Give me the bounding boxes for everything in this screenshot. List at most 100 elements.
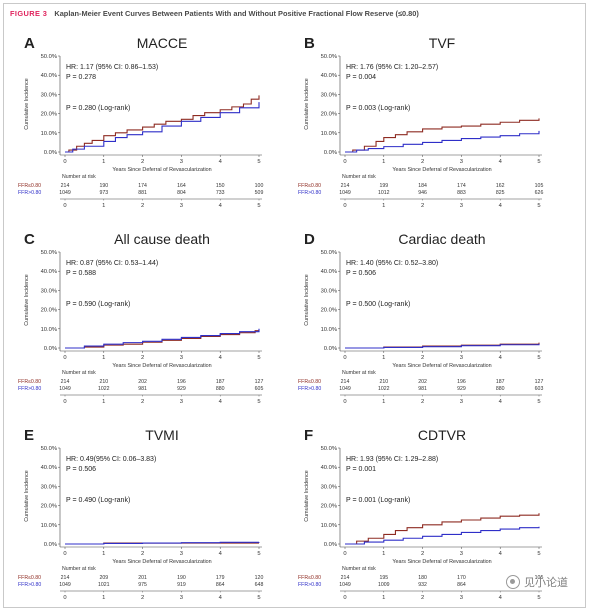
- y-axis-label: Cumulative Incidence: [24, 470, 30, 522]
- at-risk-value: 929: [177, 386, 186, 392]
- at-risk-row-label: FFR≤0.80: [298, 183, 321, 189]
- risk-table-tick-label: 2: [421, 595, 424, 601]
- risk-table-tick-label: 4: [219, 595, 223, 601]
- series-line-ffr-high: [345, 130, 540, 153]
- risk-table-tick-label: 2: [421, 399, 424, 405]
- at-risk-value: 214: [341, 575, 350, 581]
- logrank-p-text: P = 0.500 (Log-rank): [346, 301, 410, 308]
- risk-table-tick-label: 3: [180, 203, 183, 209]
- number-at-risk-label: Number at risk: [62, 370, 96, 376]
- panel-letter: B: [304, 35, 315, 52]
- x-tick-label: 1: [382, 159, 385, 165]
- risk-table-tick-label: 3: [460, 399, 463, 405]
- y-axis-label: Cumulative Incidence: [24, 78, 30, 130]
- at-risk-row-label: FFR≤0.80: [298, 379, 321, 385]
- wechat-logo-icon: [506, 575, 520, 589]
- x-axis-label: Years Since Deferral of Revascularizatio…: [392, 363, 491, 369]
- figure-title: Kaplan-Meier Event Curves Between Patien…: [54, 9, 419, 18]
- x-tick-label: 0: [343, 551, 346, 557]
- risk-table-tick-label: 4: [499, 203, 503, 209]
- panel-title: Cardiac death: [398, 231, 485, 247]
- at-risk-value: 1021: [98, 582, 110, 588]
- p-value-text: P = 0.001: [346, 466, 376, 473]
- risk-table-tick-label: 1: [102, 399, 105, 405]
- at-risk-value: 883: [457, 190, 466, 196]
- x-axis-label: Years Since Deferral of Revascularizatio…: [392, 559, 491, 565]
- x-tick-label: 0: [63, 551, 66, 557]
- y-tick-label: 50.0%: [41, 446, 57, 452]
- logrank-p-text: P = 0.003 (Log-rank): [346, 105, 410, 112]
- y-tick-label: 0.0%: [324, 346, 337, 352]
- figure-header: FIGURE 3 Kaplan-Meier Event Curves Betwe…: [10, 9, 419, 18]
- at-risk-value: 1012: [378, 190, 390, 196]
- y-tick-label: 40.0%: [321, 269, 337, 275]
- at-risk-value: 214: [61, 183, 70, 189]
- at-risk-row-label: FFR≤0.80: [18, 379, 41, 385]
- x-axis-label: Years Since Deferral of Revascularizatio…: [112, 363, 211, 369]
- at-risk-value: 187: [496, 379, 505, 385]
- at-risk-value: 196: [177, 379, 186, 385]
- at-risk-value: 214: [61, 379, 70, 385]
- y-tick-label: 10.0%: [321, 131, 337, 137]
- y-axis-label: Cumulative Incidence: [304, 78, 310, 130]
- watermark-text: 见小论道: [524, 576, 568, 589]
- y-tick-label: 50.0%: [41, 54, 57, 60]
- hazard-ratio-text: HR: 1.40 (95% CI: 0.52–3.80): [346, 260, 438, 267]
- at-risk-value: 201: [138, 575, 147, 581]
- x-tick-label: 4: [219, 159, 223, 165]
- at-risk-value: 100: [255, 183, 264, 189]
- at-risk-row-label: FFR>0.80: [18, 190, 41, 196]
- at-risk-value: 825: [496, 190, 505, 196]
- x-tick-label: 4: [219, 551, 223, 557]
- at-risk-value: 202: [418, 379, 427, 385]
- x-tick-label: 2: [421, 355, 424, 361]
- kaplan-meier-chart-tvmi: E TVMI 0.0% 10.0% 20.0% 30.0% 40.0% 50.0% Cumula…: [18, 427, 264, 601]
- y-tick-label: 40.0%: [41, 73, 57, 79]
- risk-table-tick-label: 0: [63, 595, 66, 601]
- at-risk-value: 864: [216, 582, 225, 588]
- y-tick-label: 40.0%: [41, 269, 57, 275]
- x-tick-label: 1: [382, 551, 385, 557]
- logrank-p-text: P = 0.490 (Log-rank): [66, 497, 130, 504]
- y-tick-label: 30.0%: [321, 288, 337, 294]
- x-tick-label: 3: [180, 551, 183, 557]
- y-tick-label: 40.0%: [41, 465, 57, 471]
- logrank-p-text: P = 0.280 (Log-rank): [66, 105, 130, 112]
- x-tick-label: 1: [382, 355, 385, 361]
- risk-table-tick-label: 4: [219, 203, 223, 209]
- x-axis-label: Years Since Deferral of Revascularizatio…: [392, 167, 491, 173]
- risk-table-tick-label: 3: [460, 203, 463, 209]
- at-risk-value: 733: [216, 190, 225, 196]
- series-line-ffr-low: [345, 513, 540, 545]
- hazard-ratio-text: HR: 1.93 (95% CI: 1.29–2.88): [346, 456, 438, 463]
- at-risk-value: 880: [496, 386, 505, 392]
- at-risk-value: 981: [138, 386, 147, 392]
- at-risk-value: 214: [341, 379, 350, 385]
- panel-e: E TVMI 0.0% 10.0% 20.0% 30.0% 40.0% 50.0% Cumula…: [10, 424, 295, 614]
- x-tick-label: 4: [219, 355, 223, 361]
- panel-title: MACCE: [137, 35, 188, 51]
- risk-table-tick-label: 3: [180, 595, 183, 601]
- at-risk-row-label: FFR>0.80: [298, 386, 321, 392]
- y-axis-label: Cumulative Incidence: [304, 470, 310, 522]
- x-tick-label: 3: [180, 159, 183, 165]
- y-tick-label: 30.0%: [41, 288, 57, 294]
- x-tick-label: 4: [499, 355, 503, 361]
- at-risk-value: 626: [535, 190, 544, 196]
- risk-table-tick-label: 2: [141, 595, 144, 601]
- y-tick-label: 10.0%: [41, 327, 57, 333]
- y-tick-label: 0.0%: [44, 150, 57, 156]
- y-tick-label: 20.0%: [41, 112, 57, 118]
- at-risk-value: 180: [418, 575, 427, 581]
- y-tick-label: 20.0%: [41, 504, 57, 510]
- kaplan-meier-chart-cdtvr: F CDTVR 0.0% 10.0% 20.0% 30.0% 40.0% 50.0% Cumul…: [298, 427, 543, 601]
- y-tick-label: 20.0%: [41, 308, 57, 314]
- p-value-text: P = 0.588: [66, 270, 96, 277]
- at-risk-value: 187: [216, 379, 225, 385]
- series-line-ffr-low: [65, 95, 260, 153]
- at-risk-value: 120: [255, 575, 264, 581]
- hazard-ratio-text: HR: 0.49(95% CI: 0.06–3.83): [66, 456, 156, 463]
- number-at-risk-label: Number at risk: [62, 174, 96, 180]
- x-tick-label: 5: [537, 355, 540, 361]
- panel-title: CDTVR: [418, 427, 466, 443]
